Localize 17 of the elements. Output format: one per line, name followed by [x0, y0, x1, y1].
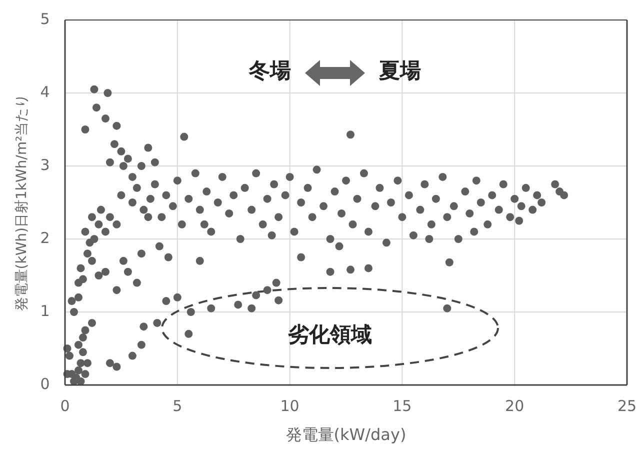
x-tick-label: 20: [505, 397, 524, 415]
x-axis-title: 発電量(kW/day): [286, 425, 406, 444]
annotation: 劣化領域: [287, 322, 372, 347]
y-tick-label: 2: [40, 229, 50, 248]
annotation: 夏場: [378, 58, 421, 83]
x-tick-label: 15: [392, 397, 412, 415]
x-tick-label: 10: [280, 397, 300, 415]
x-tick-label: 0: [60, 397, 70, 415]
y-axis-title: 発電量(kWh)日射1kWh/m²当たり: [14, 94, 30, 312]
y-tick-label: 3: [40, 156, 50, 174]
x-tick-label: 5: [172, 397, 182, 415]
y-tick-label: 1: [40, 302, 50, 320]
y-tick-label: 0: [40, 375, 50, 394]
y-tick-label: 4: [40, 83, 50, 102]
y-tick-label: 5: [40, 10, 50, 28]
annotation: 冬場: [248, 58, 291, 83]
x-tick-label: 25: [617, 397, 637, 415]
